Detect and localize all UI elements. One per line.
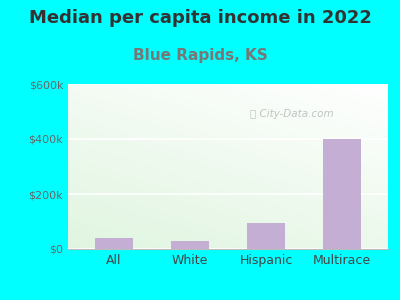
Text: Blue Rapids, KS: Blue Rapids, KS [133,48,267,63]
Bar [171,241,209,249]
Text: Ⓜ City-Data.com: Ⓜ City-Data.com [250,109,334,119]
Bar [247,223,285,249]
Bar [95,238,133,249]
Bar [323,139,361,249]
Text: Median per capita income in 2022: Median per capita income in 2022 [28,9,372,27]
